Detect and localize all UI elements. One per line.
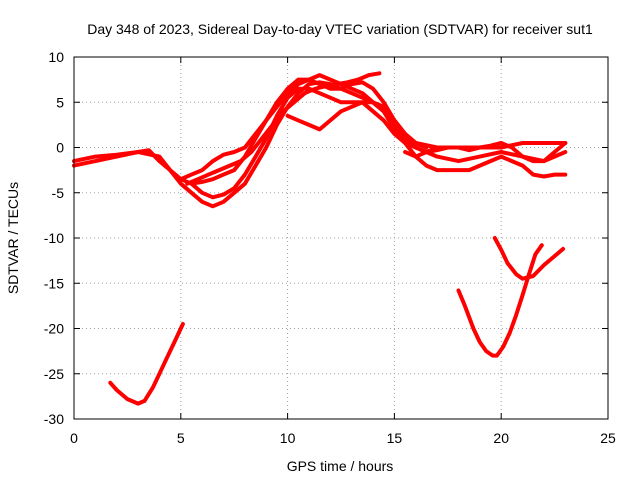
series-line-satellite-track-7 [403,141,568,164]
series-line-satellite-track-5 [178,73,461,182]
x-tick-label: 15 [387,430,403,446]
y-tick-label: -15 [44,275,64,291]
axis-ticks [73,56,609,420]
x-tick-label: 5 [177,430,185,446]
y-tick-label: 10 [48,49,64,65]
y-tick-label: -25 [44,366,64,382]
x-tick-label: 25 [600,430,616,446]
chart-title: Day 348 of 2023, Sidereal Day-to-day VTE… [87,21,593,37]
series-line-satellite-track-10 [492,236,566,281]
series-line-satellite-track-8 [108,322,185,406]
y-tick-label: -20 [44,321,64,337]
y-tick-label: 5 [56,94,64,110]
y-tick-label: -5 [52,185,65,201]
series-line-satellite-track-3 [189,86,568,200]
x-axis-label: GPS time / hours [287,458,394,474]
y-axis-label: SDTVAR / TECUs [5,182,21,294]
x-tick-label: 0 [70,430,78,446]
x-tick-label: 20 [493,430,509,446]
y-tick-label: 0 [56,140,64,156]
y-tick-label: -30 [44,411,64,427]
tick-labels: 0 5 10 15 20 25 -30 -25 -20 -15 -10 -5 0 5 10 [44,49,616,446]
x-tick-label: 10 [280,430,296,446]
y-tick-label: -10 [44,230,64,246]
series-line-satellite-track-4 [185,71,382,186]
series-group [72,71,568,406]
grid [74,57,608,419]
series-line-satellite-track-6 [285,100,568,179]
